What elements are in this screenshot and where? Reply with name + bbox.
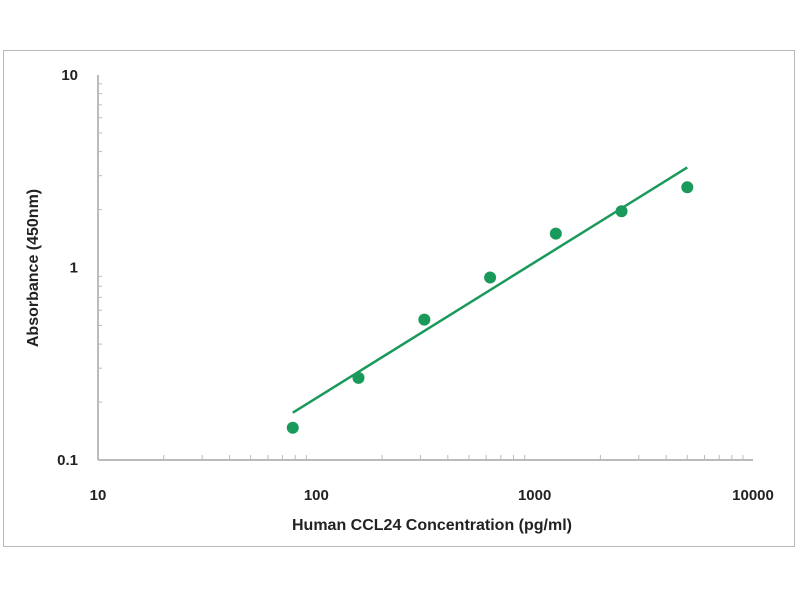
- data-point: [418, 313, 431, 326]
- data-point: [286, 421, 299, 434]
- y-tick-label: 1: [70, 260, 78, 277]
- data-point: [484, 271, 497, 284]
- x-tick-label: 10000: [732, 487, 774, 504]
- data-point: [615, 205, 628, 218]
- chart-frame: [3, 50, 795, 547]
- marks: [286, 166, 694, 434]
- x-tick-label: 1000: [518, 487, 551, 504]
- data-point: [549, 227, 562, 240]
- data-point: [681, 181, 694, 194]
- data-point: [352, 371, 365, 384]
- fit-line: [292, 166, 688, 414]
- y-tick-label: 10: [61, 67, 78, 84]
- x-tick-label: 10: [90, 487, 107, 504]
- x-tick-label: 100: [304, 487, 329, 504]
- axes: 10 100 1000 10000 0.1 1 10: [57, 67, 774, 504]
- x-axis-label: Human CCL24 Concentration (pg/ml): [292, 517, 572, 534]
- y-tick-label: 0.1: [57, 452, 78, 469]
- y-axis-label: Absorbance (450nm): [25, 189, 42, 347]
